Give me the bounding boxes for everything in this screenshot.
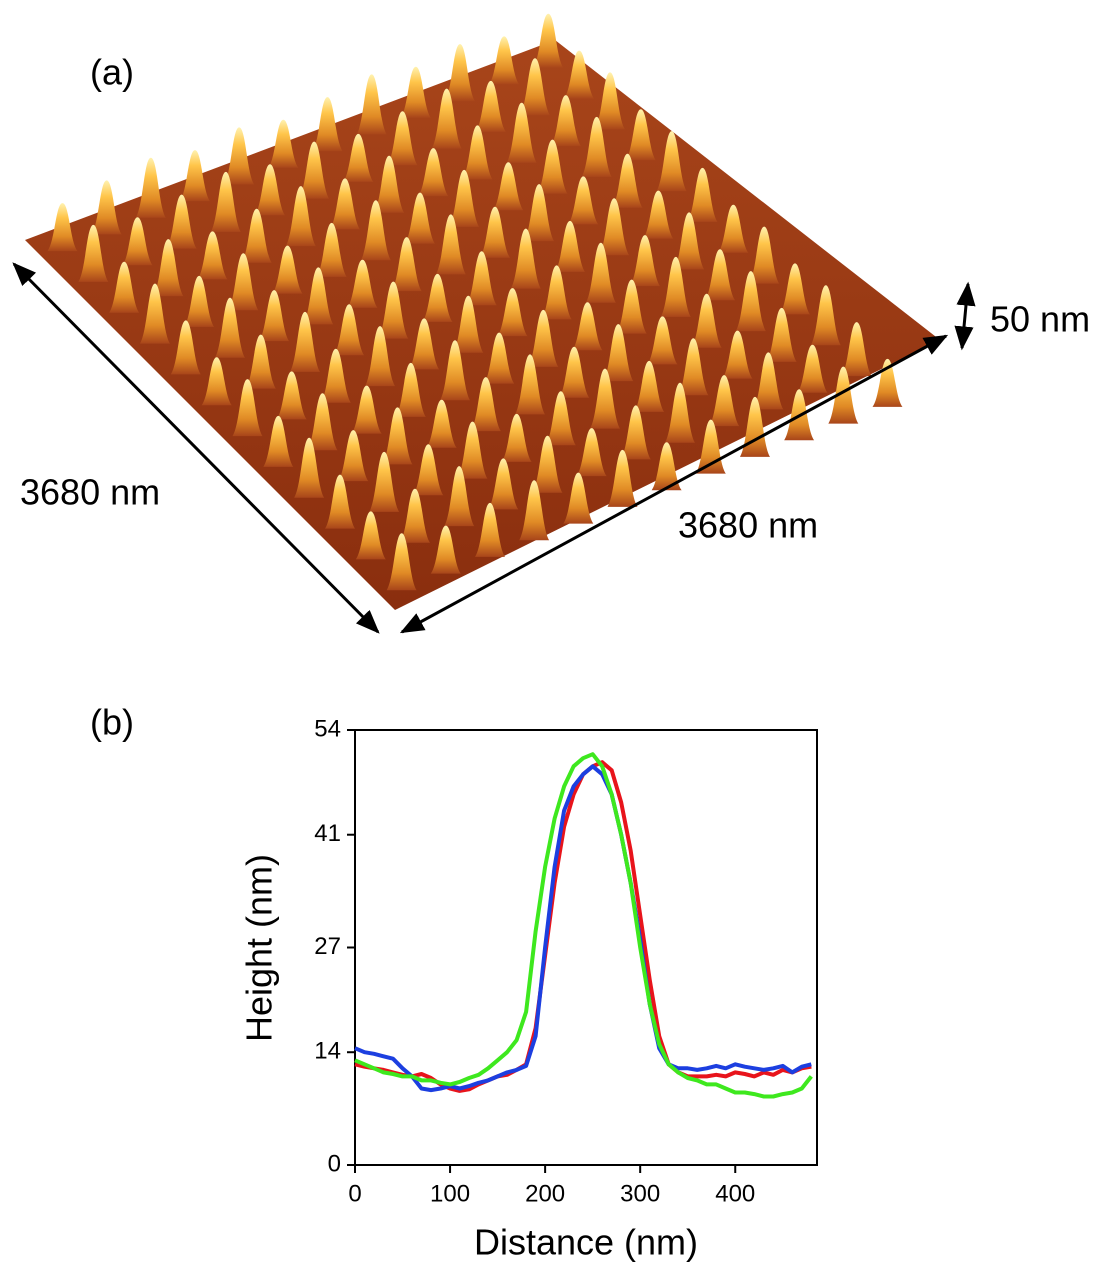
height-arrow xyxy=(962,284,968,348)
peak xyxy=(357,74,387,134)
data-line xyxy=(355,754,811,1096)
x-tick-label: 400 xyxy=(715,1180,755,1207)
x-axis-title: Distance (nm) xyxy=(474,1222,698,1263)
x-tick-label: 100 xyxy=(430,1180,470,1207)
x-tick-label: 0 xyxy=(348,1180,361,1207)
data-line xyxy=(355,766,811,1090)
y-tick-label: 0 xyxy=(328,1150,341,1177)
width-label: 3680 nm xyxy=(678,505,818,546)
x-tick-label: 300 xyxy=(620,1180,660,1207)
y-tick-label: 27 xyxy=(314,933,341,960)
y-tick-label: 41 xyxy=(314,820,341,847)
y-axis-title: Height (nm) xyxy=(239,854,280,1042)
height-label: 50 nm xyxy=(990,299,1090,340)
figure: (a) 3680 nm 3680 nm 50 nm (b) Distance (… xyxy=(0,0,1120,1270)
panel-label: (b) xyxy=(90,702,134,743)
peak xyxy=(136,158,166,218)
peak xyxy=(533,14,563,68)
y-tick-label: 14 xyxy=(314,1038,341,1065)
depth-label: 3680 nm xyxy=(20,472,160,513)
x-tick-label: 200 xyxy=(525,1180,565,1207)
data-line xyxy=(355,762,811,1091)
panel-label: (a) xyxy=(90,52,134,93)
plot-frame xyxy=(355,730,817,1165)
y-tick-label: 54 xyxy=(314,715,341,742)
